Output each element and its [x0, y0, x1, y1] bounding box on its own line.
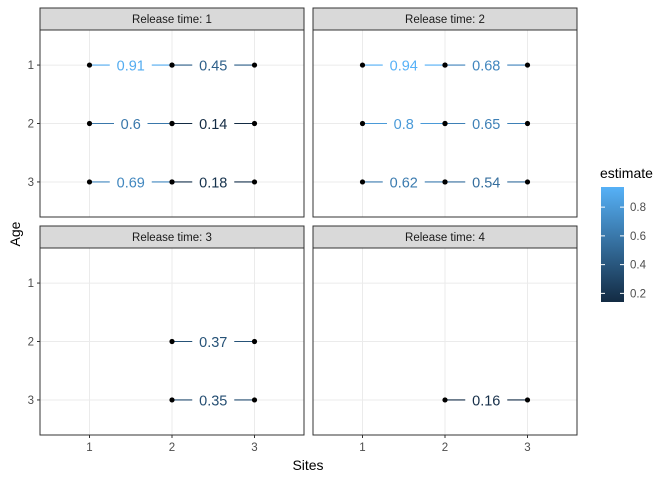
data-point	[251, 179, 258, 185]
data-point	[524, 397, 531, 403]
y-tick-label: 3	[28, 177, 34, 189]
legend-tick-label: 0.8	[630, 202, 646, 214]
x-tick-label: 3	[251, 442, 257, 454]
data-point	[359, 120, 366, 127]
segment-label-bg	[192, 333, 235, 350]
legend-title: estimate	[600, 165, 653, 181]
segment-label-bg	[192, 57, 235, 74]
segment-label-bg	[192, 173, 235, 190]
y-tick-label: 1	[28, 60, 34, 72]
segment-label-bg	[382, 173, 425, 190]
x-axis-title: Sites	[292, 457, 323, 473]
data-point	[251, 338, 258, 345]
y-tick-label: 1	[28, 278, 34, 290]
legend-colorbar	[601, 187, 624, 302]
facet-strip-label: Release time: 3	[132, 232, 212, 244]
legend-tick-label: 0.4	[630, 260, 647, 272]
segment-label: 0.65	[472, 117, 500, 133]
data-point	[359, 62, 366, 68]
x-tick-label: 1	[86, 442, 92, 454]
facet-strip-label: Release time: 2	[405, 14, 485, 26]
segment-label-bg	[114, 115, 148, 132]
x-tick-label: 3	[524, 442, 530, 454]
segment-label-bg	[465, 391, 508, 408]
segment-label: 0.91	[117, 59, 145, 75]
segment-label: 0.94	[390, 59, 418, 75]
y-tick-label: 2	[28, 119, 34, 131]
segment-label-bg	[192, 115, 235, 132]
segment-label-bg	[387, 115, 421, 132]
data-point	[442, 179, 448, 185]
segment-label: 0.6	[121, 117, 141, 133]
data-point	[359, 179, 366, 185]
data-point	[169, 338, 175, 345]
segment-label-bg	[382, 57, 425, 74]
y-axis-title: Age	[7, 221, 23, 246]
segment-label-bg	[465, 57, 508, 74]
segment-label: 0.68	[472, 59, 500, 75]
segment-label: 0.37	[199, 335, 227, 351]
segment-label: 0.54	[472, 175, 500, 191]
segment-label: 0.62	[390, 175, 418, 191]
panel-border	[312, 29, 578, 218]
segment-label: 0.8	[394, 117, 414, 133]
data-point	[442, 62, 448, 68]
legend-tick-label: 0.6	[630, 231, 646, 243]
data-point	[251, 397, 258, 403]
legend-tick-label: 0.2	[630, 288, 646, 300]
x-tick-label: 2	[442, 442, 448, 454]
y-tick-label: 3	[28, 395, 34, 407]
data-point	[251, 62, 258, 68]
segment-label: 0.35	[199, 393, 227, 409]
segment-label: 0.69	[117, 175, 145, 191]
data-point	[169, 179, 175, 185]
data-point	[169, 62, 175, 68]
data-point	[442, 120, 448, 127]
segment-label: 0.14	[199, 117, 227, 133]
segment-label-bg	[109, 57, 152, 74]
facet-strip-label: Release time: 1	[132, 14, 212, 26]
data-point	[524, 179, 531, 185]
segment-label-bg	[465, 173, 508, 190]
data-point	[86, 179, 93, 185]
data-point	[86, 62, 93, 68]
segment-label-bg	[109, 173, 152, 190]
y-tick-label: 2	[28, 337, 34, 349]
data-point	[169, 397, 175, 403]
facet-strip-label: Release time: 4	[405, 232, 486, 244]
segment-label-bg	[192, 391, 235, 408]
data-point	[86, 120, 93, 127]
x-tick-label: 1	[359, 442, 365, 454]
segment-label-bg	[465, 115, 508, 132]
segment-label: 0.18	[199, 175, 227, 191]
segment-label: 0.16	[472, 393, 500, 409]
data-point	[442, 397, 448, 403]
segment-label: 0.45	[199, 59, 227, 75]
x-tick-label: 2	[169, 442, 175, 454]
data-point	[169, 120, 175, 127]
data-point	[524, 120, 531, 127]
data-point	[251, 120, 258, 127]
data-point	[524, 62, 531, 68]
